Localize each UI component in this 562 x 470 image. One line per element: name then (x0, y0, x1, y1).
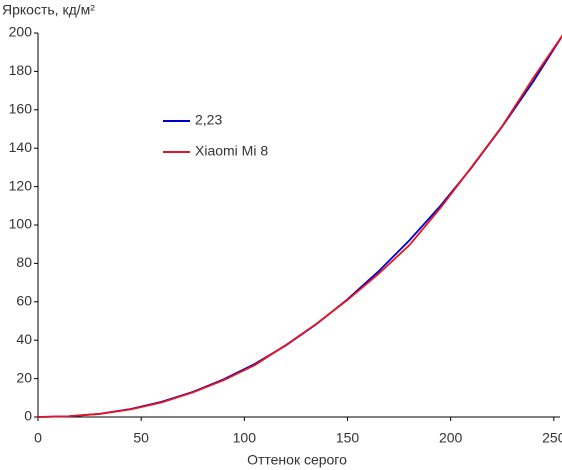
legend-label: 2,23 (195, 112, 222, 128)
y-tick-label: 60 (16, 293, 32, 309)
series-line (37, 34, 562, 418)
y-tick-label: 0 (24, 408, 32, 424)
series-line (37, 34, 562, 418)
x-tick-label: 150 (336, 430, 360, 446)
y-tick-label: 200 (9, 24, 33, 40)
y-tick-label: 140 (9, 139, 33, 155)
y-tick-label: 100 (9, 216, 33, 232)
y-axis-title: Яркость, кд/м² (2, 2, 95, 18)
y-tick-label: 160 (9, 101, 33, 117)
x-tick-label: 50 (133, 430, 149, 446)
y-tick-label: 40 (16, 331, 32, 347)
y-tick-label: 80 (16, 254, 32, 270)
y-tick-label: 180 (9, 62, 33, 78)
y-tick-label: 120 (9, 177, 33, 193)
x-tick-label: 100 (233, 430, 257, 446)
legend-label: Xiaomi Mi 8 (195, 143, 268, 159)
x-tick-label: 0 (34, 430, 42, 446)
x-axis-title: Оттенок серого (247, 452, 347, 468)
y-tick-label: 20 (16, 369, 32, 385)
x-tick-label: 250 (542, 430, 562, 446)
x-tick-label: 200 (439, 430, 463, 446)
